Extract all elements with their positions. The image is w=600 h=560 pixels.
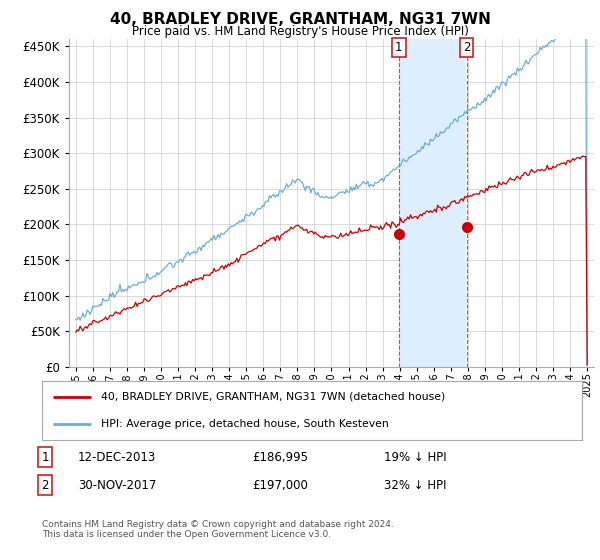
Text: 1: 1 bbox=[395, 41, 403, 54]
Text: 19% ↓ HPI: 19% ↓ HPI bbox=[384, 451, 446, 464]
Text: 2: 2 bbox=[41, 479, 49, 492]
Text: 32% ↓ HPI: 32% ↓ HPI bbox=[384, 479, 446, 492]
Text: 2: 2 bbox=[463, 41, 470, 54]
Text: £197,000: £197,000 bbox=[252, 479, 308, 492]
Text: 30-NOV-2017: 30-NOV-2017 bbox=[78, 479, 157, 492]
Text: 1: 1 bbox=[41, 451, 49, 464]
Text: 12-DEC-2013: 12-DEC-2013 bbox=[78, 451, 156, 464]
Text: 40, BRADLEY DRIVE, GRANTHAM, NG31 7WN: 40, BRADLEY DRIVE, GRANTHAM, NG31 7WN bbox=[110, 12, 490, 27]
Text: Price paid vs. HM Land Registry's House Price Index (HPI): Price paid vs. HM Land Registry's House … bbox=[131, 25, 469, 38]
Text: £186,995: £186,995 bbox=[252, 451, 308, 464]
Text: Contains HM Land Registry data © Crown copyright and database right 2024.
This d: Contains HM Land Registry data © Crown c… bbox=[42, 520, 394, 539]
Text: 40, BRADLEY DRIVE, GRANTHAM, NG31 7WN (detached house): 40, BRADLEY DRIVE, GRANTHAM, NG31 7WN (d… bbox=[101, 391, 446, 402]
Text: HPI: Average price, detached house, South Kesteven: HPI: Average price, detached house, Sout… bbox=[101, 419, 389, 429]
Bar bbox=[399, 39, 466, 367]
